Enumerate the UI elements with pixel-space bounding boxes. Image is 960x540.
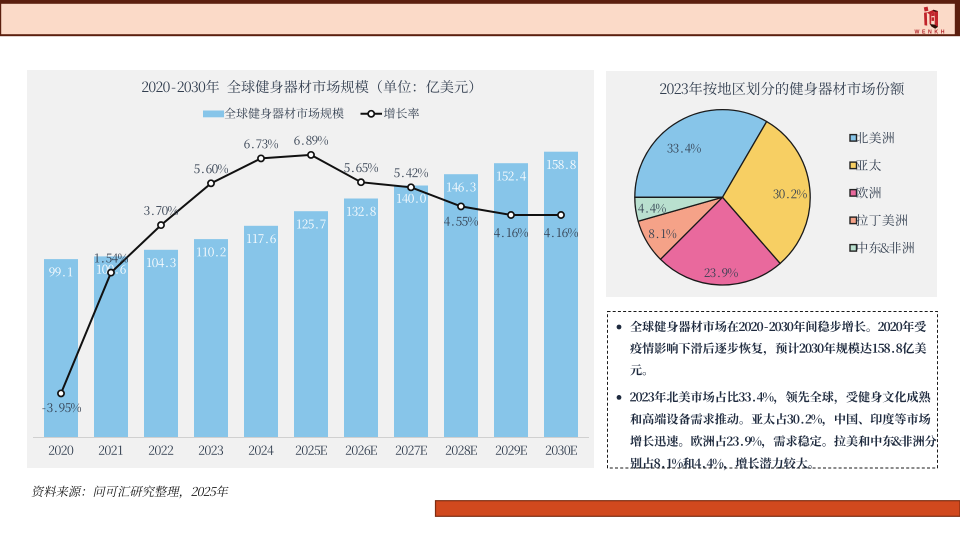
svg-text:WENKH: WENKH (914, 30, 947, 36)
